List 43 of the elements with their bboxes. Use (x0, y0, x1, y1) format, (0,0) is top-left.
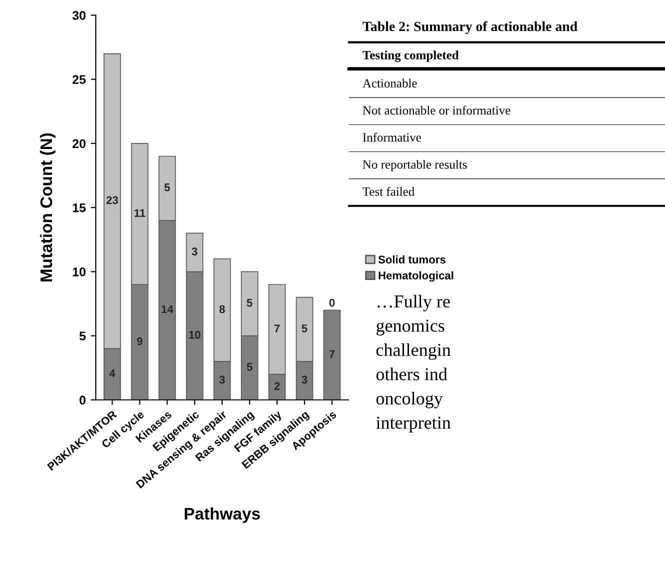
data-label: 23 (106, 196, 118, 204)
data-label: 5 (302, 324, 308, 332)
y-axis-title: Mutation Count (N) (40, 133, 56, 282)
caption: Table 2: Summary of actionable and (362, 21, 578, 34)
text: Not actionable or informative (362, 106, 510, 115)
text: Testing completed (362, 50, 459, 62)
y-tick-label: 5 (79, 332, 86, 340)
data-label: 2 (274, 382, 280, 390)
data-label: 3 (302, 376, 308, 384)
data-label: 10 (189, 330, 200, 339)
text: No reportable results (362, 160, 467, 172)
data-label: 5 (246, 363, 252, 371)
data-label: 5 (164, 184, 170, 192)
data-label: 9 (137, 337, 142, 346)
text: Actionable (362, 78, 417, 88)
x-axis-title: Pathways (184, 507, 260, 523)
data-label: 0 (329, 298, 335, 307)
data-label: 11 (134, 209, 146, 217)
y-tick-label: 15 (72, 203, 86, 212)
text: Test failed (362, 186, 414, 196)
text: oncology (376, 392, 443, 408)
data-label: 7 (329, 350, 335, 358)
data-label: 7 (274, 324, 280, 332)
y-tick-label: 0 (80, 396, 86, 405)
text: …Fully re (378, 294, 450, 312)
text: interpretin (376, 416, 451, 432)
y-tick-label: 30 (72, 11, 86, 20)
text: genomics (376, 320, 444, 336)
legend-label: Hematological (378, 271, 454, 282)
data-label: 14 (162, 305, 174, 313)
legend-label: Solid tumors (378, 255, 446, 264)
data-label: 3 (192, 248, 198, 256)
data-label: 8 (219, 305, 225, 314)
text: others ind (376, 368, 448, 380)
data-label: 5 (246, 298, 252, 307)
bar (323, 310, 341, 400)
data-label: 4 (109, 369, 116, 378)
y-tick-label: 25 (72, 75, 86, 84)
y-tick-label: 20 (72, 139, 86, 148)
text: challengin (376, 343, 451, 360)
y-tick-label: 10 (72, 267, 86, 276)
data-label: 3 (219, 376, 225, 384)
text: Informative (362, 132, 421, 142)
